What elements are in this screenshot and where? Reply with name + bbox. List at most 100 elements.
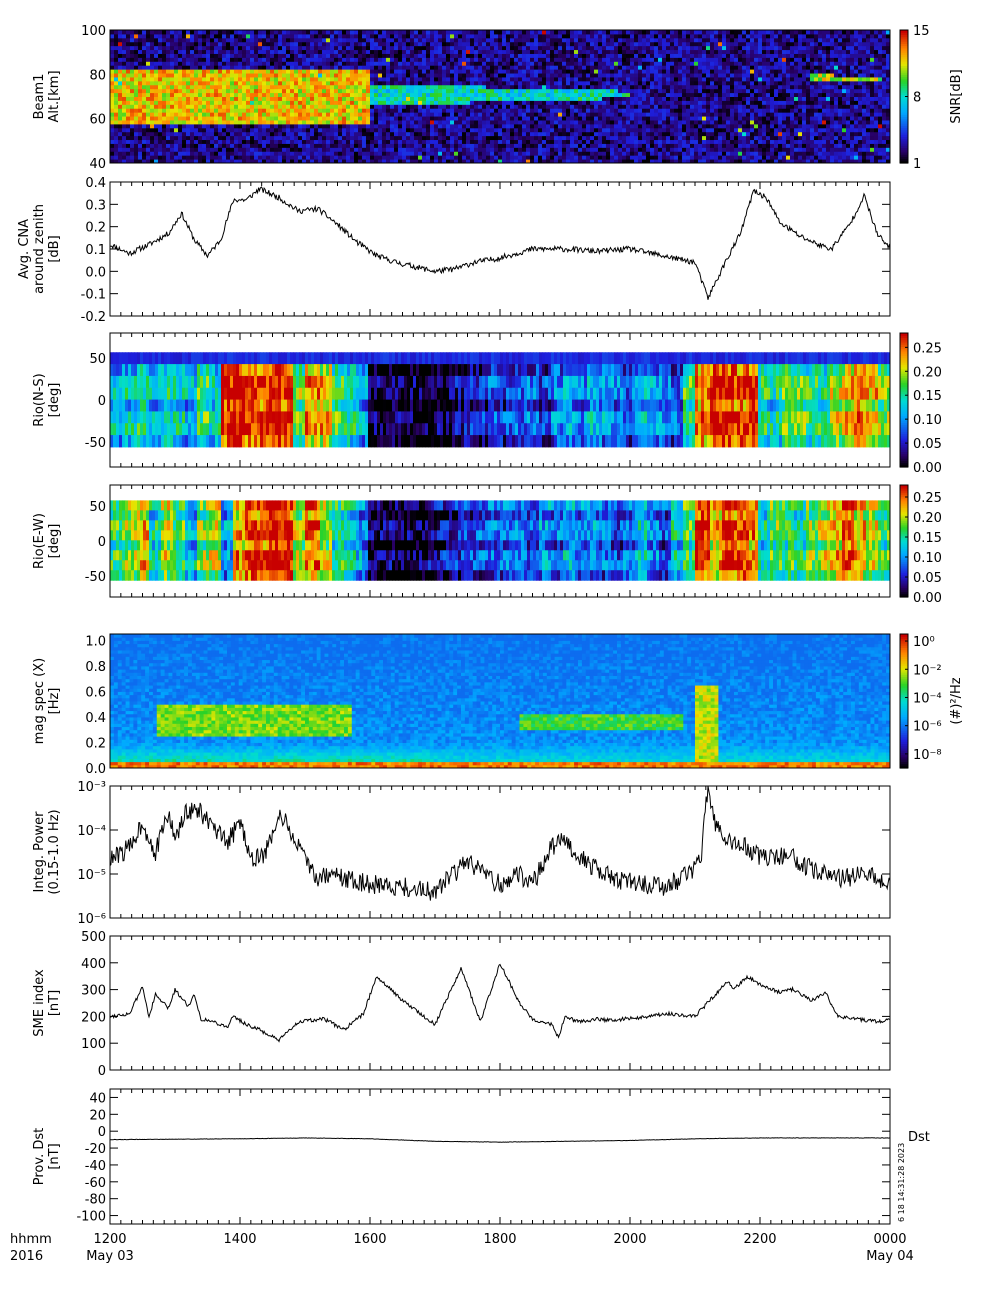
heatmap-cell: [218, 104, 223, 108]
heatmap-cell: [506, 57, 511, 61]
heatmap-cell: [226, 143, 231, 147]
heatmap-cell: [362, 140, 367, 144]
heatmap-cell: [502, 136, 507, 140]
heatmap-cell: [110, 61, 115, 65]
heatmap-cell: [382, 77, 387, 81]
heatmap-cell: [118, 140, 123, 144]
heatmap-cell: [558, 155, 563, 159]
heatmap-cell: [154, 155, 159, 159]
heatmap-cell: [122, 69, 127, 73]
heatmap-cell: [330, 104, 335, 108]
heatmap-cell: [110, 89, 115, 93]
heatmap-cell: [430, 42, 435, 46]
heatmap-cell: [406, 57, 411, 61]
heatmap-cell: [550, 140, 555, 144]
heatmap-cell: [582, 38, 587, 42]
heatmap-cell: [538, 147, 543, 151]
heatmap-cell: [470, 42, 475, 46]
heatmap-cell: [130, 155, 135, 159]
heatmap-cell: [446, 81, 451, 85]
heatmap-cell: [594, 136, 599, 140]
heatmap-cell: [646, 120, 651, 124]
heatmap-cell: [314, 57, 319, 61]
heatmap-cell: [606, 85, 611, 89]
heatmap-cell: [350, 34, 355, 38]
heatmap-cell: [674, 93, 679, 97]
heatmap-cell: [550, 143, 555, 147]
heatmap-cell: [262, 53, 267, 57]
heatmap-cell: [202, 155, 207, 159]
heatmap-cell: [302, 73, 307, 77]
heatmap-cell: [394, 42, 399, 46]
heatmap-cell: [562, 128, 567, 132]
heatmap-cell: [254, 116, 259, 120]
heatmap-cell: [462, 42, 467, 46]
heatmap-cell: [530, 61, 535, 65]
heatmap-cell: [522, 81, 527, 85]
heatmap-cell: [126, 34, 131, 38]
heatmap-cell: [186, 30, 191, 34]
heatmap-cell: [550, 46, 555, 50]
heatmap-cell: [546, 93, 551, 97]
heatmap-cell: [634, 100, 639, 104]
heatmap-cell: [226, 124, 231, 128]
heatmap-cell: [418, 97, 423, 101]
heatmap-cell: [366, 151, 371, 155]
heatmap-cell: [454, 69, 459, 73]
heatmap-cell: [470, 53, 475, 57]
heatmap-cell: [114, 61, 119, 65]
heatmap-cell: [130, 53, 135, 57]
heatmap-cell: [178, 93, 183, 97]
heatmap-cell: [174, 147, 179, 151]
heatmap-cell: [582, 34, 587, 38]
heatmap-cell: [166, 136, 171, 140]
heatmap-cell: [490, 136, 495, 140]
heatmap-cell: [546, 116, 551, 120]
heatmap-cell: [354, 34, 359, 38]
heatmap-cell: [566, 85, 571, 89]
heatmap-cell: [178, 155, 183, 159]
heatmap-cell: [434, 65, 439, 69]
heatmap-cell: [230, 147, 235, 151]
heatmap-cell: [462, 85, 467, 89]
heatmap-cell: [290, 132, 295, 136]
heatmap-cell: [274, 53, 279, 57]
heatmap-cell: [650, 38, 655, 42]
heatmap-cell: [206, 108, 211, 112]
heatmap-cell: [318, 73, 323, 77]
heatmap-cell: [494, 46, 499, 50]
heatmap-cell: [534, 116, 539, 120]
heatmap-cell: [242, 77, 247, 81]
heatmap-cell: [314, 93, 319, 97]
heatmap-cell: [246, 120, 251, 124]
heatmap-cell: [286, 42, 291, 46]
heatmap-cell: [370, 136, 375, 140]
heatmap-cell: [286, 69, 291, 73]
heatmap-cell: [510, 100, 515, 104]
heatmap-cell: [442, 89, 447, 93]
heatmap-cell: [218, 57, 223, 61]
heatmap-cell: [130, 77, 135, 81]
heatmap-cell: [646, 38, 651, 42]
heatmap-cell: [406, 38, 411, 42]
heatmap-cell: [542, 140, 547, 144]
heatmap-cell: [498, 46, 503, 50]
heatmap-cell: [438, 132, 443, 136]
heatmap-cell: [398, 38, 403, 42]
heatmap-cell: [574, 128, 579, 132]
heatmap-cell: [606, 57, 611, 61]
heatmap-cell: [234, 65, 239, 69]
heatmap-cell: [434, 147, 439, 151]
heatmap-cell: [654, 73, 659, 77]
heatmap-cell: [646, 34, 651, 38]
heatmap-cell: [386, 128, 391, 132]
heatmap-cell: [566, 140, 571, 144]
heatmap-cell: [614, 38, 619, 42]
heatmap-cell: [474, 34, 479, 38]
heatmap-cell: [482, 100, 487, 104]
heatmap-cell: [622, 108, 627, 112]
heatmap-cell: [458, 34, 463, 38]
heatmap-cell: [622, 100, 627, 104]
heatmap-cell: [374, 104, 379, 108]
heatmap-cell: [206, 42, 211, 46]
